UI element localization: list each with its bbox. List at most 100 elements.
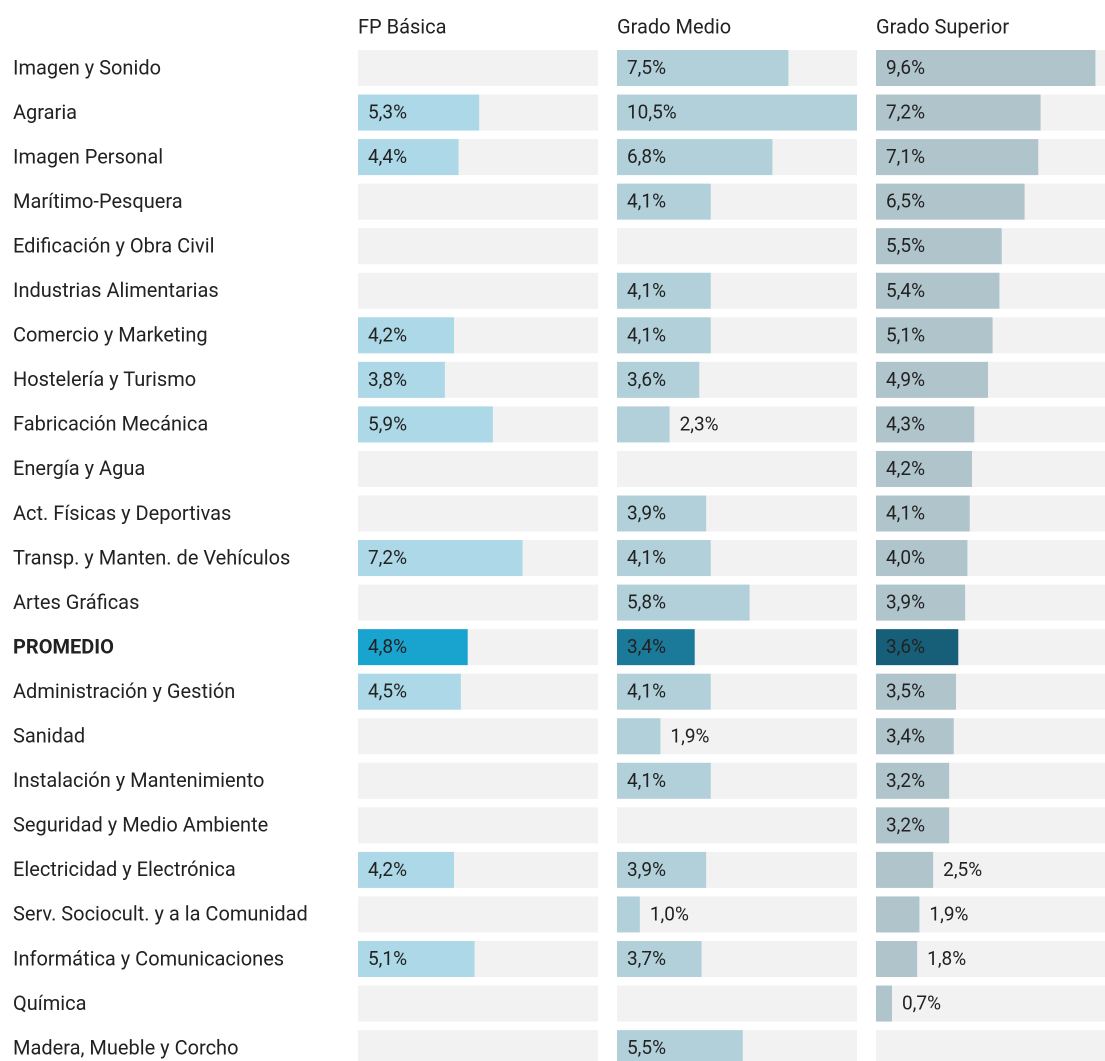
value-label: 2,5% (943, 858, 982, 881)
value-label: 3,6% (886, 635, 925, 658)
bar (617, 495, 707, 532)
value-label: 7,1% (886, 145, 925, 168)
bar (876, 762, 950, 799)
bar (876, 540, 968, 577)
row-label: Imagen y Sonido (13, 55, 161, 79)
value-label: 4,1% (627, 323, 666, 346)
value-label: 5,1% (886, 323, 925, 346)
value-label: 1,0% (650, 902, 689, 925)
bar-background (617, 228, 857, 265)
row-label: Marítimo-Pesquera (13, 189, 183, 213)
bar (358, 317, 454, 354)
value-label: 4,8% (368, 635, 407, 658)
bar (617, 50, 789, 86)
bar (876, 941, 918, 977)
bar-background (358, 228, 598, 265)
column-header: Grado Superior (876, 14, 1009, 38)
value-label: 4,5% (368, 680, 407, 703)
value-label: 1,9% (670, 724, 709, 747)
bar-background (358, 1030, 598, 1061)
value-label: 1,8% (927, 947, 966, 970)
row-label: Madera, Mueble y Corcho (13, 1035, 238, 1059)
bar (876, 406, 975, 443)
value-label: 3,2% (886, 813, 925, 836)
bar (876, 228, 1002, 265)
bar (617, 183, 711, 220)
bar (617, 851, 707, 888)
bar (617, 406, 670, 443)
value-label: 6,8% (627, 145, 666, 168)
bar-background (358, 985, 598, 1022)
value-label: 7,2% (368, 546, 407, 569)
bar-background (617, 450, 857, 487)
value-label: 5,3% (368, 101, 407, 124)
value-label: 5,4% (886, 279, 925, 302)
value-label: 3,5% (886, 680, 925, 703)
value-label: 6,5% (886, 190, 925, 213)
value-label: 4,2% (368, 858, 407, 881)
bar (617, 762, 711, 799)
value-label: 5,1% (368, 947, 407, 970)
bar (617, 896, 640, 933)
value-label: 5,5% (627, 1036, 666, 1059)
bar-background (358, 450, 598, 487)
row-label: Imagen Personal (13, 144, 163, 168)
bar-background (358, 762, 598, 799)
bar (876, 851, 934, 888)
bar (358, 851, 454, 888)
bar-background (358, 896, 598, 933)
bar (358, 406, 493, 443)
bar (617, 540, 711, 577)
value-label: 10,5% (627, 101, 677, 124)
value-label: 3,4% (627, 635, 666, 658)
bar-background (358, 183, 598, 220)
value-label: 4,2% (886, 457, 925, 480)
column-header: Grado Medio (617, 14, 731, 38)
value-label: 1,9% (929, 902, 968, 925)
row-label: Informática y Comunicaciones (13, 946, 284, 970)
row-label: PROMEDIO (13, 634, 114, 658)
bar-background (358, 495, 598, 532)
value-label: 5,5% (886, 234, 925, 257)
value-label: 9,6% (886, 56, 925, 79)
bar (617, 1030, 743, 1061)
value-label: 5,9% (368, 412, 407, 435)
value-label: 4,1% (627, 680, 666, 703)
bar (876, 450, 972, 487)
bar (358, 540, 523, 577)
value-label: 4,9% (886, 368, 925, 391)
row-label: Act. Físicas y Deportivas (13, 501, 231, 525)
value-label: 3,4% (886, 724, 925, 747)
bar (876, 317, 993, 354)
bar (617, 629, 695, 666)
value-label: 5,8% (627, 591, 666, 614)
row-label: Energía y Agua (13, 456, 145, 480)
value-label: 3,9% (627, 502, 666, 525)
bar (617, 718, 661, 755)
value-label: 3,8% (368, 368, 407, 391)
bar (876, 94, 1041, 131)
bar (358, 941, 475, 977)
row-label: Fabricación Mecánica (13, 412, 208, 436)
row-label: Sanidad (13, 724, 85, 748)
value-label: 3,2% (886, 769, 925, 792)
bar-background (358, 718, 598, 755)
value-label: 7,2% (886, 101, 925, 124)
row-label: Química (13, 991, 87, 1015)
bar (876, 139, 1039, 176)
bar-background (358, 50, 598, 86)
value-label: 0,7% (902, 992, 941, 1015)
bar (617, 272, 711, 309)
bar (876, 183, 1025, 220)
bar (617, 673, 711, 710)
value-label: 3,6% (627, 368, 666, 391)
value-label: 4,0% (886, 546, 925, 569)
value-label: 2,3% (680, 412, 719, 435)
bar (876, 50, 1096, 86)
value-label: 4,3% (886, 412, 925, 435)
bar (617, 941, 702, 977)
bar (876, 896, 920, 933)
value-label: 7,5% (627, 56, 666, 79)
column-header: FP Básica (358, 14, 447, 38)
value-label: 3,7% (627, 947, 666, 970)
